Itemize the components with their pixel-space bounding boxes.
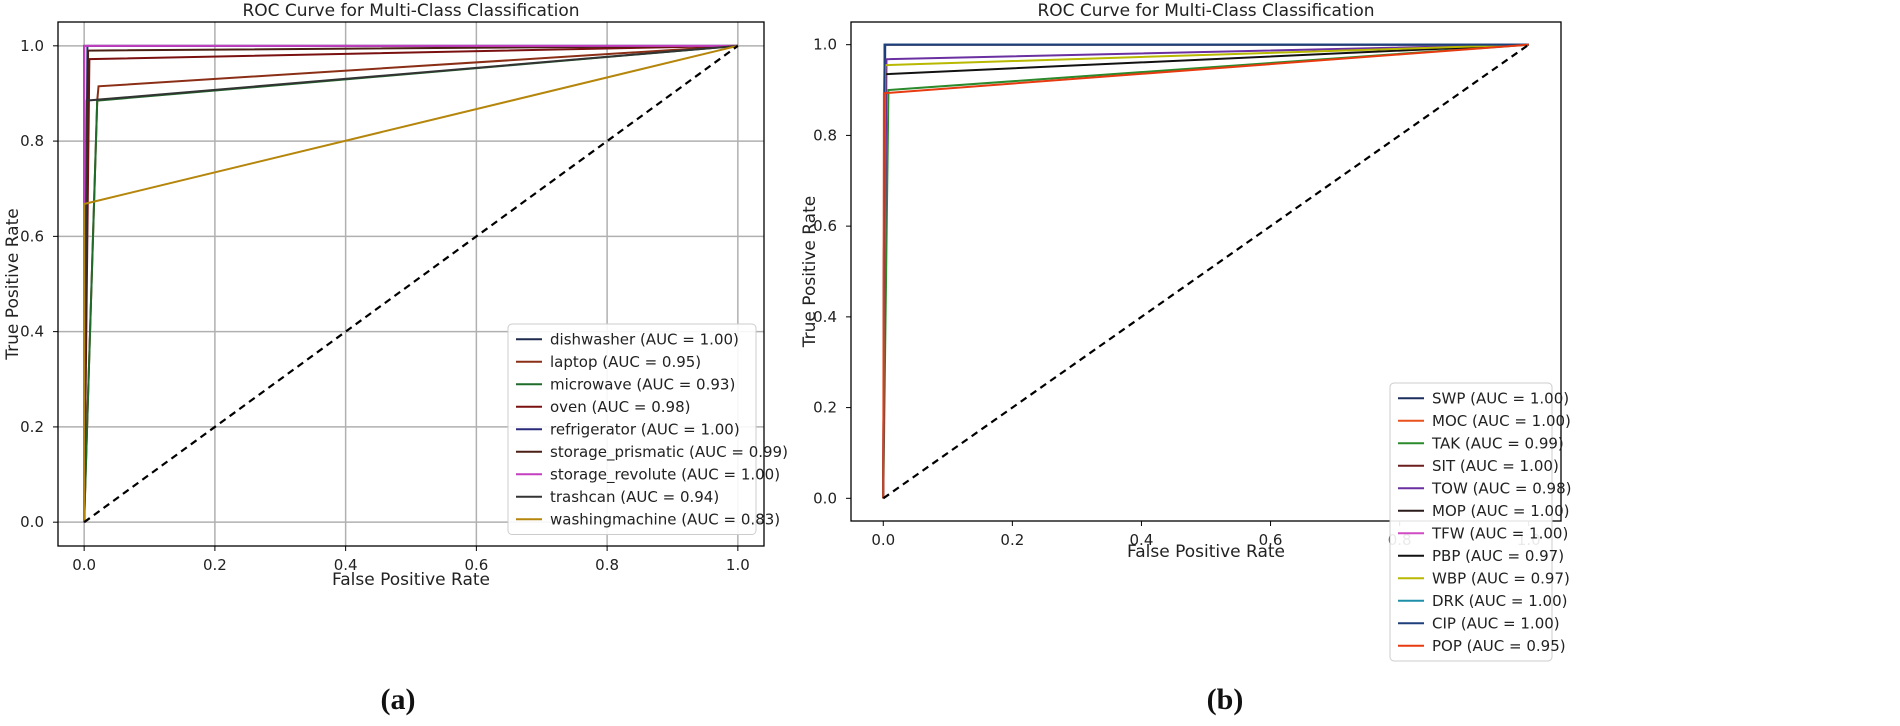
y-axis-label: True Positive Rate bbox=[3, 208, 23, 360]
legend: dishwasher (AUC = 1.00) laptop (AUC = 0.9… bbox=[507, 323, 788, 535]
legend-entry: laptop (AUC = 0.95) bbox=[550, 353, 701, 371]
x-tick-label: 0.4 bbox=[1130, 531, 1154, 549]
plot-frame bbox=[850, 21, 1562, 522]
legend-entry: CIP (AUC = 1.00) bbox=[1432, 614, 1560, 632]
x-tick-label: 1.0 bbox=[726, 556, 750, 574]
legend-entry: dishwasher (AUC = 1.00) bbox=[550, 330, 739, 348]
legend-entry: TFW (AUC = 1.00) bbox=[1431, 524, 1568, 542]
y-axis-label: True Positive Rate bbox=[800, 196, 820, 348]
x-tick-label: 0.6 bbox=[1259, 531, 1283, 549]
y-tick-label: 0.0 bbox=[813, 489, 837, 507]
legend-entry: refrigerator (AUC = 1.00) bbox=[550, 420, 740, 438]
legend-box bbox=[507, 323, 757, 535]
legend-entry: DRK (AUC = 1.00) bbox=[1432, 592, 1568, 610]
x-tick-label: 0.6 bbox=[464, 556, 488, 574]
y-tick-label: 0.2 bbox=[813, 399, 837, 417]
roc-curve-washingmachine bbox=[83, 44, 739, 523]
legend-entry: storage_revolute (AUC = 1.00) bbox=[550, 465, 780, 484]
legend-entry: MOP (AUC = 1.00) bbox=[1432, 502, 1569, 520]
legend-entry: trashcan (AUC = 0.94) bbox=[550, 488, 719, 506]
chart-title: ROC Curve for Multi-Class Classification bbox=[242, 1, 579, 21]
x-tick-label: 0.0 bbox=[871, 531, 895, 549]
y-tick-label: 0.6 bbox=[20, 227, 44, 245]
x-axis-label: False Positive Rate bbox=[1127, 542, 1285, 562]
panel-label: (a) bbox=[381, 683, 416, 716]
plot-frame bbox=[57, 21, 765, 547]
y-tick-label: 0.0 bbox=[20, 513, 44, 531]
roc-curve-pop bbox=[882, 43, 1529, 499]
chart-title: ROC Curve for Multi-Class Classification bbox=[1037, 1, 1374, 21]
legend: SWP (AUC = 1.00) MOC (AUC = 1.00) TAK (AUC… bbox=[1389, 382, 1572, 662]
y-tick-label: 0.4 bbox=[813, 308, 837, 326]
legend-entry: washingmachine (AUC = 0.83) bbox=[550, 510, 780, 528]
y-tick-label: 0.8 bbox=[20, 132, 44, 150]
chart-panel-a: ROC Curve for Multi-Class Classification… bbox=[3, 1, 788, 716]
x-tick-label: 0.8 bbox=[595, 556, 619, 574]
panel-label: (b) bbox=[1207, 683, 1244, 716]
y-tick-label: 1.0 bbox=[20, 37, 44, 55]
x-tick-label: 0.2 bbox=[203, 556, 227, 574]
y-tick-label: 0.8 bbox=[813, 126, 837, 144]
chart-panel-b: ROC Curve for Multi-Class Classification… bbox=[800, 1, 1572, 716]
legend-entry: TOW (AUC = 0.98) bbox=[1431, 479, 1572, 497]
y-tick-label: 1.0 bbox=[813, 36, 837, 54]
legend-entry: storage_prismatic (AUC = 0.99) bbox=[550, 443, 788, 462]
legend-entry: microwave (AUC = 0.93) bbox=[550, 375, 735, 393]
legend-entry: MOC (AUC = 1.00) bbox=[1432, 412, 1571, 430]
y-tick-label: 0.4 bbox=[20, 323, 44, 341]
x-axis-label: False Positive Rate bbox=[332, 570, 490, 590]
y-tick-label: 0.6 bbox=[813, 217, 837, 235]
legend-entry: POP (AUC = 0.95) bbox=[1432, 637, 1566, 655]
legend-entry: PBP (AUC = 0.97) bbox=[1432, 547, 1564, 565]
x-tick-label: 0.2 bbox=[1000, 531, 1024, 549]
legend-entry: oven (AUC = 0.98) bbox=[550, 398, 690, 416]
chance-diagonal-line bbox=[83, 44, 739, 524]
legend-entry: TAK (AUC = 0.99) bbox=[1431, 434, 1564, 452]
legend-entry: SWP (AUC = 1.00) bbox=[1432, 389, 1569, 407]
x-tick-label: 0.4 bbox=[334, 556, 358, 574]
legend-entry: SIT (AUC = 1.00) bbox=[1432, 457, 1559, 475]
legend-entry: WBP (AUC = 0.97) bbox=[1432, 569, 1570, 587]
x-tick-label: 0.0 bbox=[72, 556, 96, 574]
legend-box bbox=[1389, 382, 1553, 662]
y-tick-label: 0.2 bbox=[20, 418, 44, 436]
